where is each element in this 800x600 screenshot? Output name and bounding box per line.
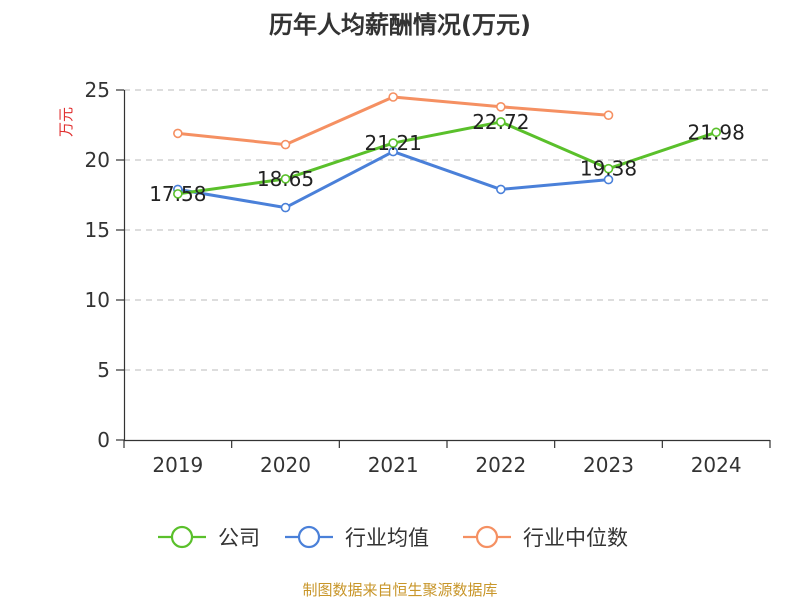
legend-label: 行业中位数 — [523, 526, 628, 550]
x-axis-ticks: 2019 2020 2021 2022 2023 2024 — [123, 440, 771, 477]
y-axis-unit: 万元 — [57, 107, 75, 137]
data-point[interactable] — [496, 117, 506, 127]
x-tick-label: 2023 — [583, 453, 634, 477]
data-point[interactable] — [496, 102, 506, 112]
axes — [123, 90, 770, 442]
legend-item-2[interactable]: 行业中位数 — [463, 525, 628, 550]
y-axis-ticks: 0 5 10 15 20 25 — [85, 78, 124, 452]
data-label: 17.58 — [149, 182, 206, 206]
data-point[interactable] — [280, 202, 291, 213]
legend-item-1[interactable]: 行业均值 — [285, 525, 429, 550]
series-line-0 — [177, 120, 717, 196]
data-point[interactable] — [603, 163, 614, 174]
y-tick-label: 5 — [97, 358, 110, 382]
y-tick-label: 10 — [85, 288, 110, 312]
data-point[interactable] — [603, 174, 614, 185]
data-point[interactable] — [388, 138, 398, 148]
data-point[interactable] — [280, 139, 291, 150]
x-tick-label: 2024 — [691, 453, 742, 477]
legend-swatch-marker — [170, 525, 194, 549]
chart-title: 历年人均薪酬情况(万元) — [269, 11, 531, 39]
y-tick-label: 25 — [85, 78, 110, 102]
legend[interactable]: 公司 行业均值 行业中位数 — [158, 525, 628, 550]
data-point[interactable] — [496, 184, 506, 195]
data-label: 18.65 — [257, 167, 314, 191]
data-point[interactable] — [388, 92, 398, 102]
gridlines — [124, 89, 770, 371]
data-point[interactable] — [280, 174, 291, 184]
source-note: 制图数据来自恒生聚源数据库 — [302, 581, 497, 599]
y-tick-label: 0 — [97, 428, 110, 452]
data-point[interactable] — [603, 110, 614, 120]
x-tick-label: 2021 — [368, 453, 419, 477]
legend-label: 公司 — [218, 526, 260, 550]
data-point[interactable] — [711, 127, 721, 138]
y-tick-label: 20 — [85, 148, 110, 172]
data-label: 19.38 — [580, 157, 637, 181]
data-label: 21.98 — [688, 120, 745, 144]
data-label: 22.72 — [472, 110, 529, 134]
data-label: 21.21 — [365, 131, 422, 155]
x-tick-label: 2022 — [475, 453, 526, 477]
x-tick-label: 2020 — [260, 453, 311, 477]
series-layer — [173, 92, 721, 213]
legend-item-0[interactable]: 公司 — [158, 525, 260, 550]
data-point[interactable] — [173, 128, 183, 139]
x-tick-label: 2019 — [152, 453, 203, 477]
data-labels: 17.58 18.65 21.21 22.72 19.38 21.98 — [149, 110, 745, 206]
legend-swatch-marker — [297, 525, 321, 549]
legend-label: 行业均值 — [345, 526, 429, 550]
legend-swatch-marker — [475, 525, 499, 549]
data-point[interactable] — [173, 189, 183, 199]
y-tick-label: 15 — [85, 218, 110, 242]
